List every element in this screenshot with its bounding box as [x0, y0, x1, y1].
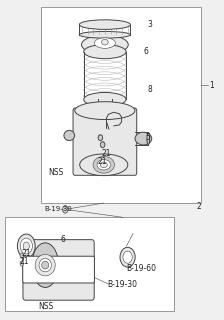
Ellipse shape: [84, 92, 126, 107]
Bar: [41, 7, 201, 203]
Text: 21: 21: [22, 250, 31, 259]
Bar: [5, 217, 174, 311]
Text: 21: 21: [97, 157, 107, 166]
Text: 6: 6: [143, 47, 148, 56]
Text: 5: 5: [145, 133, 150, 142]
Text: 3: 3: [148, 20, 153, 29]
FancyBboxPatch shape: [23, 240, 94, 300]
Text: 21: 21: [20, 258, 29, 267]
Text: B-19-60: B-19-60: [127, 264, 157, 273]
Ellipse shape: [147, 132, 150, 145]
Ellipse shape: [75, 102, 135, 120]
Text: 2: 2: [197, 202, 201, 211]
FancyBboxPatch shape: [23, 256, 94, 283]
Ellipse shape: [100, 162, 107, 168]
Ellipse shape: [94, 38, 115, 48]
Circle shape: [20, 261, 24, 266]
Text: NSS: NSS: [39, 302, 54, 311]
Ellipse shape: [97, 160, 110, 170]
Text: 1: 1: [209, 81, 214, 90]
Ellipse shape: [17, 234, 35, 258]
Ellipse shape: [123, 251, 132, 263]
Circle shape: [20, 253, 24, 258]
Ellipse shape: [98, 107, 112, 112]
Ellipse shape: [23, 242, 29, 250]
Ellipse shape: [80, 154, 128, 176]
Text: B-19-30: B-19-30: [44, 206, 72, 212]
Ellipse shape: [39, 259, 52, 272]
Ellipse shape: [84, 45, 126, 59]
Ellipse shape: [93, 156, 114, 173]
Ellipse shape: [79, 31, 130, 38]
Ellipse shape: [20, 238, 32, 254]
Ellipse shape: [82, 35, 128, 54]
Ellipse shape: [120, 247, 135, 267]
Text: B-19-30: B-19-30: [108, 280, 138, 289]
Ellipse shape: [79, 20, 130, 29]
Ellipse shape: [135, 132, 152, 145]
Ellipse shape: [101, 39, 108, 45]
Ellipse shape: [35, 254, 55, 276]
Text: 6: 6: [61, 235, 66, 244]
Ellipse shape: [42, 261, 49, 269]
Text: NSS: NSS: [49, 168, 64, 177]
Ellipse shape: [64, 130, 75, 140]
Text: 8: 8: [148, 85, 152, 94]
Ellipse shape: [32, 243, 58, 287]
Circle shape: [98, 134, 103, 141]
FancyBboxPatch shape: [73, 108, 137, 175]
Circle shape: [62, 205, 68, 213]
Circle shape: [100, 141, 105, 148]
Text: 21: 21: [102, 149, 112, 158]
